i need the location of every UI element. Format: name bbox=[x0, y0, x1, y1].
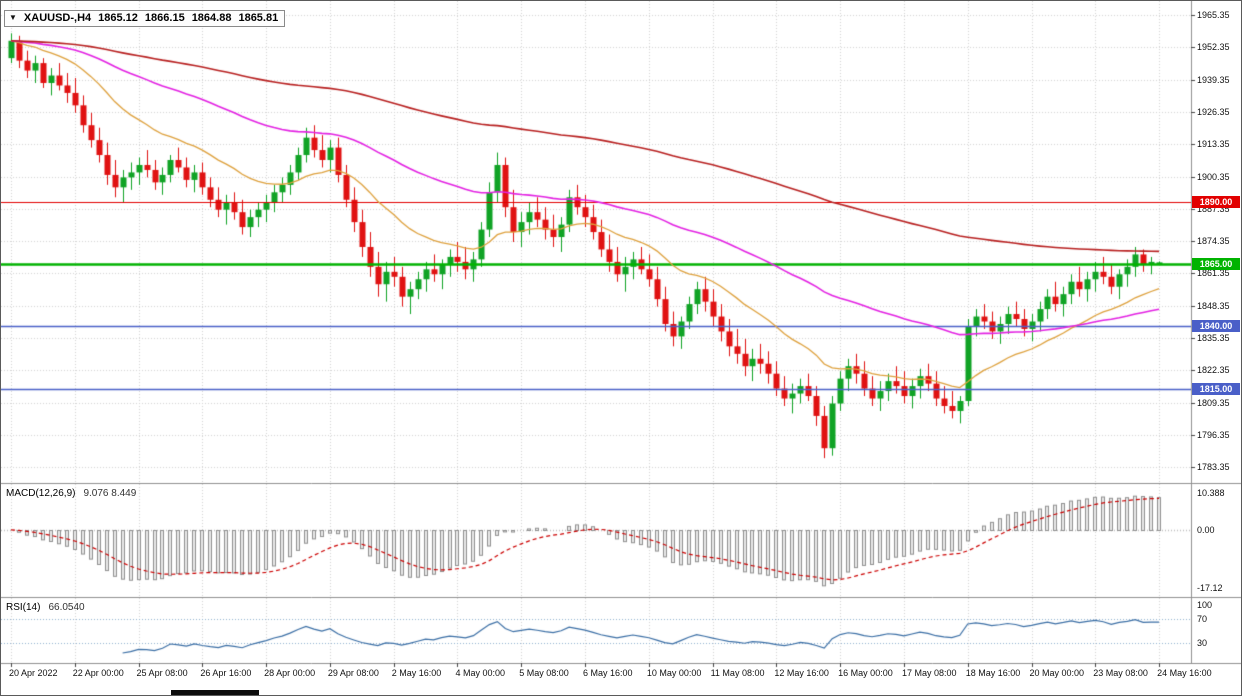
time-axis-label: 24 May 16:00 bbox=[1157, 668, 1212, 678]
time-axis-label: 29 Apr 08:00 bbox=[327, 668, 379, 678]
macd-axis-label: 10.388 bbox=[1197, 488, 1225, 498]
symbol-timeframe: XAUUSD-,H4 bbox=[23, 12, 92, 24]
price-axis-label: 1861.35 bbox=[1197, 268, 1230, 279]
price-axis-label: 1835.35 bbox=[1197, 333, 1230, 344]
collapse-triangle-icon[interactable]: ▼ bbox=[9, 13, 17, 22]
price-level-tag: 1840.00 bbox=[1192, 320, 1240, 333]
price-axis-label: 1965.35 bbox=[1197, 10, 1230, 21]
time-axis-label: 17 May 08:00 bbox=[901, 668, 957, 678]
time-axis-label: 26 Apr 16:00 bbox=[200, 668, 252, 678]
ohlc-high: 1866.15 bbox=[144, 12, 185, 24]
time-axis-label: 28 Apr 00:00 bbox=[264, 668, 316, 678]
price-axis-label: 1848.35 bbox=[1197, 300, 1230, 311]
price-axis-label: 1809.35 bbox=[1197, 397, 1230, 408]
macd-indicator-label: MACD(12,26,9) 9.076 8.449 bbox=[6, 488, 136, 499]
time-axis-label: 16 May 00:00 bbox=[838, 668, 893, 678]
rsi-indicator-label: RSI(14) 66.0540 bbox=[6, 602, 85, 613]
price-axis-label: 1822.35 bbox=[1197, 365, 1230, 376]
price-axis-label: 1874.35 bbox=[1197, 236, 1230, 247]
time-axis-label: 11 May 08:00 bbox=[710, 668, 765, 678]
rsi-axis-label: 30 bbox=[1197, 638, 1208, 648]
price-axis-label: 1900.35 bbox=[1197, 171, 1230, 182]
time-axis-label: 10 May 00:00 bbox=[646, 668, 702, 678]
ohlc-open: 1865.12 bbox=[98, 12, 138, 24]
time-axis-label: 20 Apr 2022 bbox=[8, 668, 58, 678]
ohlc-low: 1864.88 bbox=[191, 12, 232, 24]
price-axis-label: 1887.35 bbox=[1197, 203, 1230, 214]
time-axis-label: 2 May 16:00 bbox=[391, 668, 442, 678]
price-level-tag: 1815.00 bbox=[1192, 382, 1240, 395]
rsi-axis-label: 100 bbox=[1197, 600, 1213, 610]
macd-axis-label: 0.00 bbox=[1197, 524, 1215, 535]
price-axis-label: 1926.35 bbox=[1197, 106, 1230, 117]
ohlc-close: 1865.81 bbox=[238, 12, 279, 24]
macd-values: 9.076 8.449 bbox=[83, 488, 137, 499]
symbol-info-box: ▼ XAUUSD-,H4 1865.12 1866.15 1864.88 186… bbox=[4, 10, 286, 27]
time-axis-label: 5 May 08:00 bbox=[519, 668, 569, 678]
price-axis-label: 1913.35 bbox=[1197, 139, 1230, 150]
time-axis-label: 23 May 08:00 bbox=[1093, 668, 1148, 678]
time-axis-label: 12 May 16:00 bbox=[774, 668, 829, 678]
price-axis-label: 1952.35 bbox=[1197, 42, 1230, 53]
price-axis-label: 1939.35 bbox=[1197, 74, 1230, 85]
time-axis-label: 18 May 16:00 bbox=[965, 668, 1021, 678]
time-axis-label: 4 May 00:00 bbox=[455, 668, 505, 678]
price-axis-label: 1783.35 bbox=[1197, 462, 1230, 473]
rsi-value: 66.0540 bbox=[48, 602, 85, 613]
price-axis-label: 1796.35 bbox=[1197, 429, 1230, 440]
macd-name: MACD(12,26,9) bbox=[6, 488, 76, 499]
time-axis-label: 6 May 16:00 bbox=[583, 668, 633, 678]
price-level-tag: 1865.00 bbox=[1192, 258, 1240, 271]
rsi-axis-label: 70 bbox=[1197, 614, 1208, 624]
price-level-tag: 1890.00 bbox=[1192, 196, 1240, 209]
time-axis-label: 20 May 00:00 bbox=[1029, 668, 1085, 678]
taskbar-fragment bbox=[171, 690, 259, 695]
macd-axis-label: -17.12 bbox=[1197, 583, 1223, 593]
rsi-name: RSI(14) bbox=[6, 602, 41, 613]
time-axis-label: 22 Apr 00:00 bbox=[72, 668, 124, 678]
time-axis-label: 25 Apr 08:00 bbox=[136, 668, 188, 678]
